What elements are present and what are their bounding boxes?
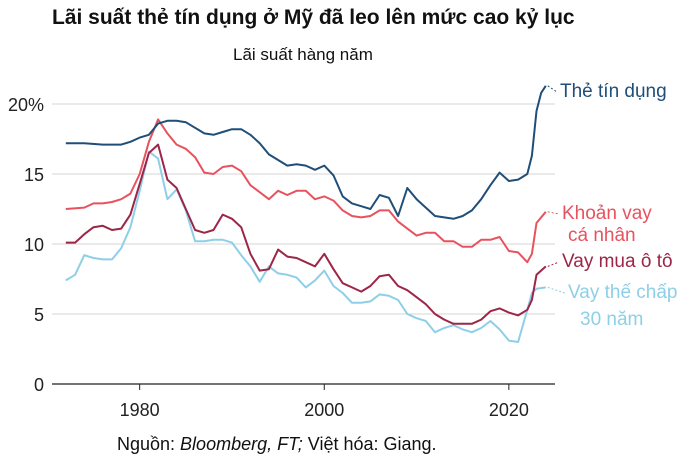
chart-title: Lãi suất thẻ tín dụng ở Mỹ đã leo lên mứ… xyxy=(52,6,575,29)
line-chart: 0 5 10 15 20% 1980 2000 2020 Thẻ tín dụng Khoản… xyxy=(8,81,678,420)
series-leader-0 xyxy=(547,85,558,93)
gridlines xyxy=(52,103,555,385)
series-line-0 xyxy=(65,85,547,220)
source-note: Nguồn: Bloomberg, FT; Việt hóa: Giang. xyxy=(117,434,437,455)
series-label-2-line-0: Vay mua ô tô xyxy=(562,251,673,272)
series-label-3-line-1: 30 năm xyxy=(580,309,643,330)
series-leader-3 xyxy=(547,286,566,294)
x-tick-label-2020: 2020 xyxy=(489,400,529,420)
source-prefix: Nguồn: xyxy=(117,434,181,454)
y-tick-label-15: 15 xyxy=(24,165,44,185)
series-line-2 xyxy=(65,143,547,325)
y-axis-tick-labels: 0 5 10 15 20% xyxy=(8,95,44,395)
x-axis-tick-labels: 1980 2000 2020 xyxy=(120,384,529,420)
series-leader-2 xyxy=(547,261,560,267)
y-tick-label-10: 10 xyxy=(24,235,44,255)
y-tick-label-0: 0 xyxy=(34,375,44,395)
source-suffix: Việt hóa: Giang. xyxy=(302,434,437,454)
x-tick-label-2000: 2000 xyxy=(304,400,344,420)
x-tick-label-1980: 1980 xyxy=(120,400,160,420)
chart-subtitle: Lãi suất hàng năm xyxy=(233,45,373,64)
series-label-1-line-1: cá nhân xyxy=(568,225,636,246)
series-label-0-line-0: Thẻ tín dụng xyxy=(560,81,667,102)
series-leader-1 xyxy=(547,211,560,215)
y-tick-label-20: 20% xyxy=(8,95,44,115)
source-italic: Bloomberg, FT; xyxy=(180,434,303,454)
y-tick-label-5: 5 xyxy=(34,305,44,325)
series-label-3-line-0: Vay thế chấp xyxy=(568,282,678,303)
series-label-1-line-0: Khoản vay xyxy=(562,203,652,224)
series-lines xyxy=(65,85,547,343)
